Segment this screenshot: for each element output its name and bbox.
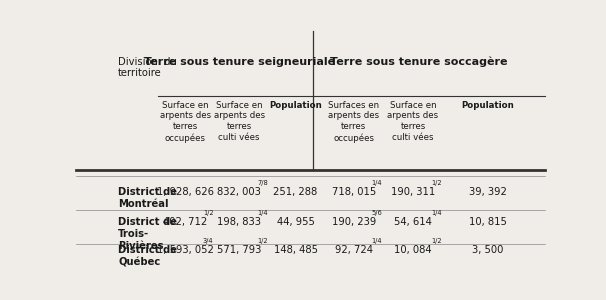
Text: 39, 392: 39, 392 [469,187,507,197]
Text: 10, 815: 10, 815 [469,217,507,227]
Text: District de
Trois-
Rivières: District de Trois- Rivières [118,217,177,251]
Text: 3/4: 3/4 [203,238,214,244]
Text: 148, 485: 148, 485 [273,245,318,255]
Text: 7/8: 7/8 [257,180,268,186]
Text: 54, 614: 54, 614 [394,217,432,227]
Text: 3, 500: 3, 500 [473,245,504,255]
Text: Surface en
arpents des
terres
occupées: Surface en arpents des terres occupées [159,101,211,142]
Text: 832, 003: 832, 003 [217,187,261,197]
Text: Surface en
arpents des
terres
culti vées: Surface en arpents des terres culti vées [387,101,439,142]
Text: 1/4: 1/4 [371,180,382,186]
Text: 190, 311: 190, 311 [391,187,435,197]
Text: 1/2: 1/2 [257,238,268,244]
Text: 251, 288: 251, 288 [273,187,318,197]
Text: Surfaces en
arpents des
terres
occupées: Surfaces en arpents des terres occupées [328,101,379,142]
Text: 402, 712: 402, 712 [163,217,207,227]
Text: Division  du
territoire: Division du territoire [118,57,177,78]
Text: 44, 955: 44, 955 [276,217,315,227]
Text: Surface en
arpents des
terres
culti vées: Surface en arpents des terres culti vées [214,101,265,142]
Text: 1/4: 1/4 [371,238,382,244]
Text: 1/2: 1/2 [431,180,441,186]
Text: 92, 724: 92, 724 [335,245,373,255]
Text: District de
Montréal: District de Montréal [118,187,177,209]
Text: 1/2: 1/2 [431,238,441,244]
Text: 5/6: 5/6 [371,210,382,216]
Text: 1/2: 1/2 [203,210,214,216]
Text: 1/4: 1/4 [431,210,441,216]
Text: 718, 015: 718, 015 [331,187,376,197]
Text: 1, 928, 626: 1, 928, 626 [157,187,214,197]
Text: 190, 239: 190, 239 [331,217,376,227]
Text: 1/4: 1/4 [257,210,268,216]
Text: Population: Population [269,101,322,110]
Text: Terre sous tenure seigneuriale: Terre sous tenure seigneuriale [144,57,336,67]
Text: 198, 833: 198, 833 [217,217,261,227]
Text: 10, 084: 10, 084 [394,245,431,255]
Text: 1, 593, 052: 1, 593, 052 [157,245,214,255]
Text: Terre sous tenure soccagère: Terre sous tenure soccagère [330,57,507,67]
Text: Population: Population [462,101,514,110]
Text: 571, 793: 571, 793 [217,245,261,255]
Text: District de
Québec: District de Québec [118,245,177,267]
